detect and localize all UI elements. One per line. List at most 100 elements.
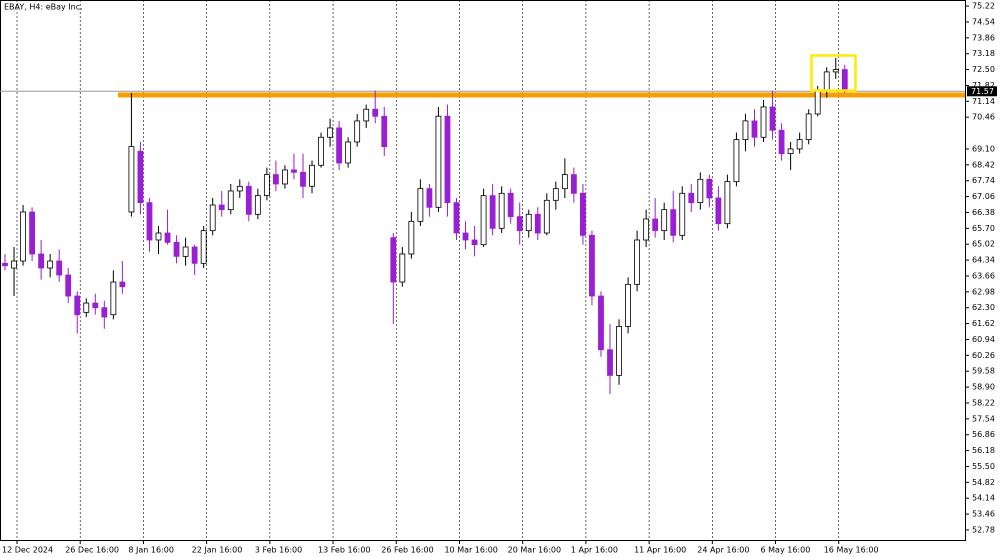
y-tick-label: 56.86 xyxy=(972,430,995,439)
current-price-box xyxy=(967,86,997,97)
candle-body xyxy=(327,127,333,138)
candle-body xyxy=(11,260,17,269)
candle-body xyxy=(823,71,830,91)
y-tick-label: 69.10 xyxy=(972,144,995,153)
candle-body xyxy=(354,120,361,143)
candle-body xyxy=(390,237,397,283)
candle-body xyxy=(796,139,803,150)
candle-body xyxy=(164,232,171,243)
candle-body xyxy=(525,213,532,232)
y-tick-label: 71.82 xyxy=(972,81,995,90)
candle-body xyxy=(724,181,731,225)
candle-body xyxy=(516,216,523,232)
x-tick-label: 12 Dec 2024 xyxy=(2,546,53,555)
y-tick-label: 54.82 xyxy=(972,478,995,487)
y-tick-label: 55.50 xyxy=(972,462,995,471)
candle-body xyxy=(580,192,586,236)
candle-body xyxy=(146,202,153,241)
candle-body xyxy=(291,169,297,173)
candle-body xyxy=(200,230,207,264)
candle-body xyxy=(92,302,99,309)
candle-body xyxy=(769,106,776,131)
candle-body xyxy=(561,174,568,190)
candle-body xyxy=(263,174,270,197)
candle-body xyxy=(345,141,352,164)
candle-body xyxy=(435,115,442,208)
y-tick-label: 65.02 xyxy=(972,240,995,249)
candle-body xyxy=(534,213,541,234)
candle-body xyxy=(841,69,848,92)
y-tick-label: 56.18 xyxy=(972,446,995,455)
candle-body xyxy=(56,260,63,276)
y-tick-label: 62.98 xyxy=(972,287,995,296)
candle-body xyxy=(589,234,595,297)
y-tick-label: 73.86 xyxy=(972,33,995,42)
x-tick-label: 6 May 16:00 xyxy=(761,546,811,555)
candle-body xyxy=(688,192,695,204)
y-tick-label: 57.54 xyxy=(972,414,995,423)
resistance-band xyxy=(118,92,965,98)
candle-body xyxy=(227,190,234,211)
candle-body xyxy=(74,295,81,316)
candle-body xyxy=(643,218,650,241)
candle-body xyxy=(742,120,749,141)
candle-body xyxy=(209,204,216,232)
y-tick-label: 54.14 xyxy=(972,494,995,503)
y-tick-label: 65.70 xyxy=(972,224,995,233)
candle-body xyxy=(552,188,559,201)
candle-body xyxy=(408,220,415,255)
candle-body xyxy=(65,274,72,297)
candle-body xyxy=(778,129,785,155)
candle-body xyxy=(598,295,604,351)
candle-body xyxy=(760,106,767,138)
y-tick-label: 59.58 xyxy=(972,367,995,376)
candle-body xyxy=(706,178,713,199)
candle-body xyxy=(173,241,180,257)
candle-body xyxy=(245,185,252,215)
candle-body xyxy=(363,108,370,122)
candle-body xyxy=(417,188,424,222)
candle-body xyxy=(119,281,126,288)
candle-body xyxy=(498,192,505,229)
candle-body xyxy=(616,325,622,376)
candle-body xyxy=(128,146,135,213)
grid xyxy=(16,0,840,540)
candle-body xyxy=(814,90,821,115)
plot-frame xyxy=(0,0,966,541)
y-tick-label: 53.46 xyxy=(972,510,995,519)
x-tick-label: 16 May 16:00 xyxy=(824,546,879,555)
y-tick-label: 61.62 xyxy=(972,319,995,328)
candle-body xyxy=(670,209,677,236)
y-tick-label: 73.18 xyxy=(972,49,995,58)
candle-body xyxy=(372,108,379,117)
y-tick-label: 66.38 xyxy=(972,208,995,217)
candle-body xyxy=(2,262,8,267)
chart-title: EBAY, H4: eBay Inc. xyxy=(4,3,83,12)
candle-body xyxy=(625,283,631,327)
candle-body xyxy=(507,192,514,218)
y-tick-label: 70.46 xyxy=(972,113,995,122)
y-tick-label: 64.34 xyxy=(972,256,995,265)
candle-body xyxy=(47,260,54,269)
y-tick-label: 74.54 xyxy=(972,17,995,26)
candle-body xyxy=(300,171,306,187)
candle-body xyxy=(697,178,704,204)
candle-body xyxy=(101,307,108,318)
y-tick-label: 68.42 xyxy=(972,160,995,169)
candle-body xyxy=(218,204,225,211)
candle-body xyxy=(543,199,550,234)
candle-body xyxy=(787,148,794,155)
y-tick-label: 67.06 xyxy=(972,192,995,201)
y-tick-label: 58.90 xyxy=(972,383,995,392)
x-tick-label: 8 Jan 16:00 xyxy=(128,546,174,555)
candles xyxy=(2,57,848,395)
candle-body xyxy=(336,127,343,164)
x-tick-label: 1 Apr 16:00 xyxy=(571,546,618,555)
x-tick-label: 22 Jan 16:00 xyxy=(192,546,243,555)
y-tick-label: 75.22 xyxy=(972,2,995,11)
y-tick-label: 62.30 xyxy=(972,303,995,312)
candle-body xyxy=(733,139,740,183)
candle-body xyxy=(679,192,686,236)
candle-body xyxy=(426,188,433,208)
